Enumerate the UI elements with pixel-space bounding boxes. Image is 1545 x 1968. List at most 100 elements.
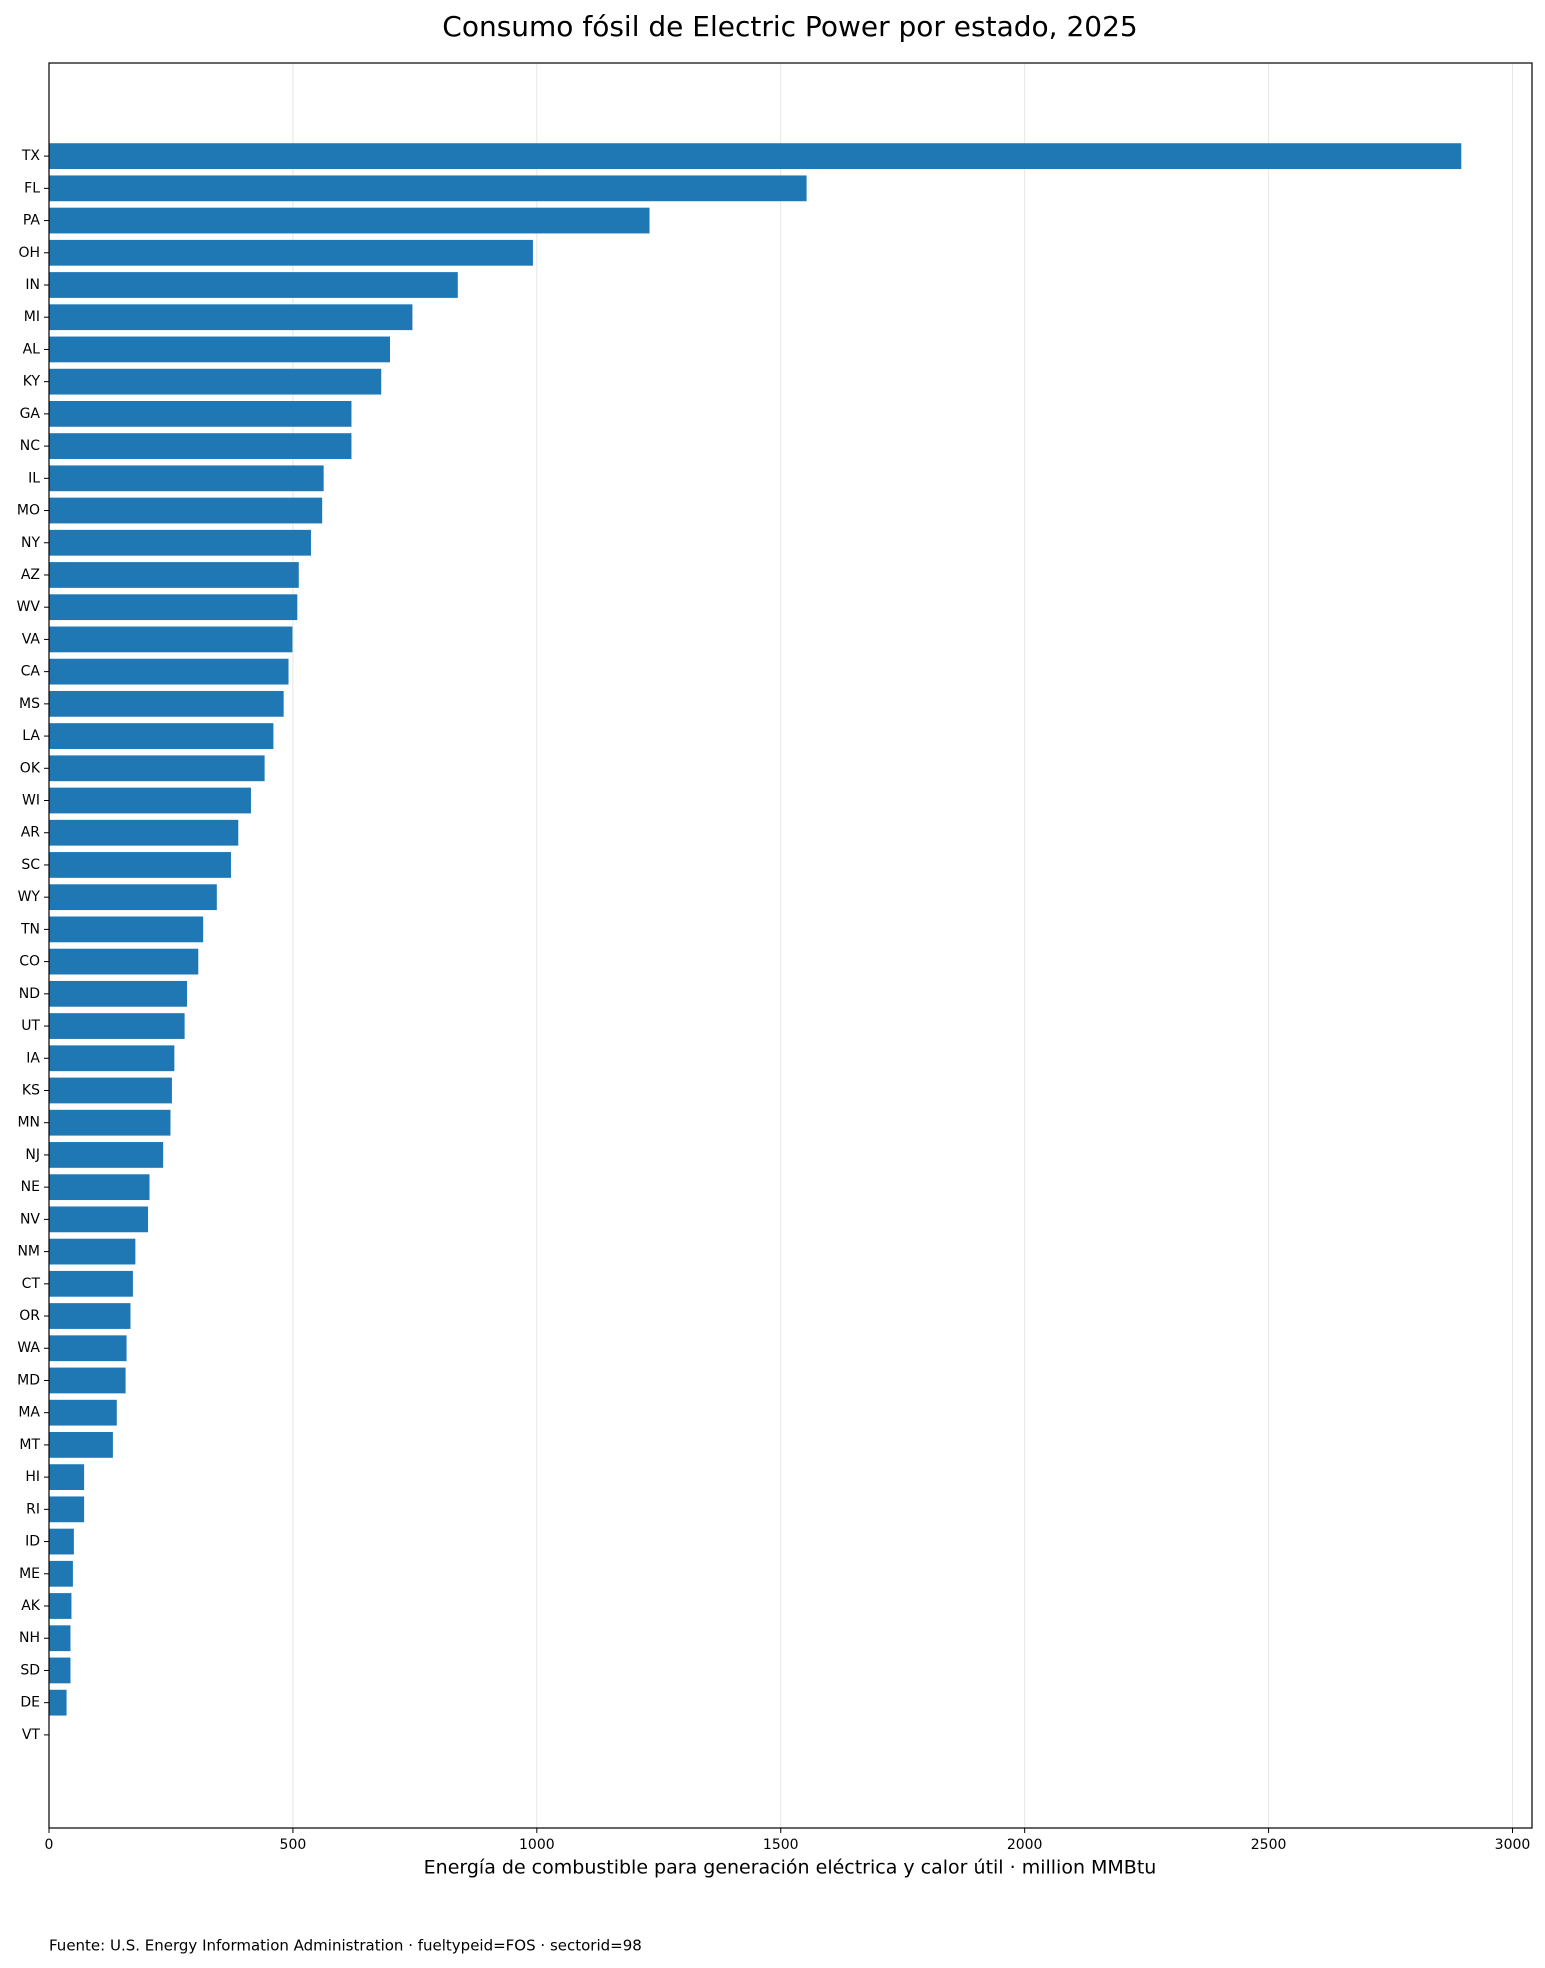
y-tick-label: CT (22, 1276, 41, 1292)
y-tick-label: IN (25, 277, 40, 293)
bar (49, 433, 352, 459)
x-tick-label: 2500 (1251, 1837, 1287, 1853)
y-tick-label: CO (19, 954, 40, 970)
bar (49, 852, 231, 878)
y-tick-label: DE (20, 1695, 40, 1711)
y-tick-label: MA (18, 1405, 40, 1421)
bar (49, 1238, 136, 1265)
bar (49, 1077, 172, 1104)
y-tick-label: ME (19, 1566, 40, 1582)
chart-title: Consumo fósil de Electric Power por esta… (442, 10, 1137, 43)
bar (49, 529, 311, 556)
bar (49, 1013, 185, 1039)
y-tick-label: VA (22, 631, 41, 647)
bar (49, 1335, 127, 1362)
bar (49, 1399, 117, 1426)
bar (49, 1303, 131, 1329)
bar (49, 916, 204, 943)
y-tick-label: AR (21, 825, 41, 841)
bar (49, 1109, 171, 1136)
bar (49, 755, 265, 782)
y-tick-label: LA (22, 728, 40, 744)
source-note: Fuente: U.S. Energy Information Administ… (49, 1937, 642, 1955)
y-tick-label: FL (24, 180, 40, 196)
bar (49, 207, 650, 234)
bar (49, 723, 274, 749)
bar (49, 272, 458, 298)
x-axis-label: Energía de combustible para generación e… (424, 1857, 1157, 1879)
y-tick-label: WY (18, 889, 41, 905)
y-tick-label: TN (20, 921, 40, 937)
bar (49, 336, 390, 363)
y-tick-label: PA (23, 213, 41, 229)
bar (49, 304, 413, 331)
y-tick-label: AK (21, 1598, 41, 1614)
x-tick-label: 3000 (1495, 1837, 1531, 1853)
y-tick-label: MD (17, 1372, 40, 1388)
bar (49, 1496, 85, 1523)
y-tick-label: NM (17, 1244, 40, 1260)
bar (49, 1432, 113, 1458)
y-tick-label: RI (26, 1501, 40, 1517)
bar (49, 1528, 74, 1555)
bar (49, 562, 299, 588)
y-tick-label: NY (21, 535, 40, 551)
y-tick-label: MT (19, 1437, 40, 1453)
y-tick-label: WA (17, 1340, 40, 1356)
y-tick-label: SD (20, 1662, 40, 1678)
bar (49, 1174, 150, 1201)
x-tick-label: 1000 (519, 1837, 555, 1853)
plot-frame (48, 62, 1533, 1829)
bar (49, 1045, 175, 1072)
y-tick-label: NE (21, 1179, 40, 1195)
x-tick-label: 0 (45, 1837, 54, 1853)
y-tick-label: OK (20, 760, 41, 776)
bar (49, 787, 251, 814)
y-tick-label: OR (19, 1308, 40, 1324)
bar (49, 1270, 133, 1297)
bar (49, 594, 298, 621)
bar (49, 1206, 149, 1233)
bar (49, 980, 188, 1007)
y-tick-label: IL (28, 470, 40, 486)
bar (49, 658, 289, 685)
y-tick-label: IA (26, 1050, 40, 1066)
y-tick-label: MO (17, 503, 40, 519)
x-tick-label: 500 (280, 1837, 307, 1853)
y-tick-label: UT (21, 1018, 40, 1034)
bar (49, 626, 293, 653)
bar (49, 1464, 85, 1491)
y-tick-label: ND (19, 986, 40, 1002)
y-tick-label: MI (24, 309, 40, 325)
bar (49, 819, 239, 846)
bar (49, 497, 323, 524)
y-tick-label: MN (17, 1115, 40, 1131)
bar (49, 368, 382, 395)
bar (49, 884, 217, 911)
y-tick-label: GA (20, 406, 41, 422)
bar (49, 690, 284, 717)
bar (49, 143, 1462, 170)
bar (49, 1689, 67, 1716)
bar (49, 1593, 72, 1619)
y-tick-label: TX (21, 148, 41, 164)
bar (49, 1625, 71, 1652)
y-tick-label: WI (22, 793, 40, 809)
y-tick-label: SC (21, 857, 40, 873)
bar (49, 1657, 71, 1684)
y-tick-label: NV (20, 1211, 40, 1227)
y-tick-label: CA (21, 664, 41, 680)
y-tick-label: MS (19, 696, 40, 712)
y-tick-label: KS (22, 1082, 40, 1098)
y-tick-label: OH (18, 245, 40, 261)
y-tick-label: AL (23, 341, 41, 357)
y-tick-label: NJ (25, 1147, 40, 1163)
y-tick-label: VT (22, 1727, 41, 1743)
bar (49, 239, 533, 266)
y-tick-label: AZ (21, 567, 40, 583)
x-tick-label: 1500 (763, 1837, 799, 1853)
x-tick-label: 2000 (1007, 1837, 1043, 1853)
y-tick-label: WV (17, 599, 41, 615)
bar (49, 465, 324, 492)
